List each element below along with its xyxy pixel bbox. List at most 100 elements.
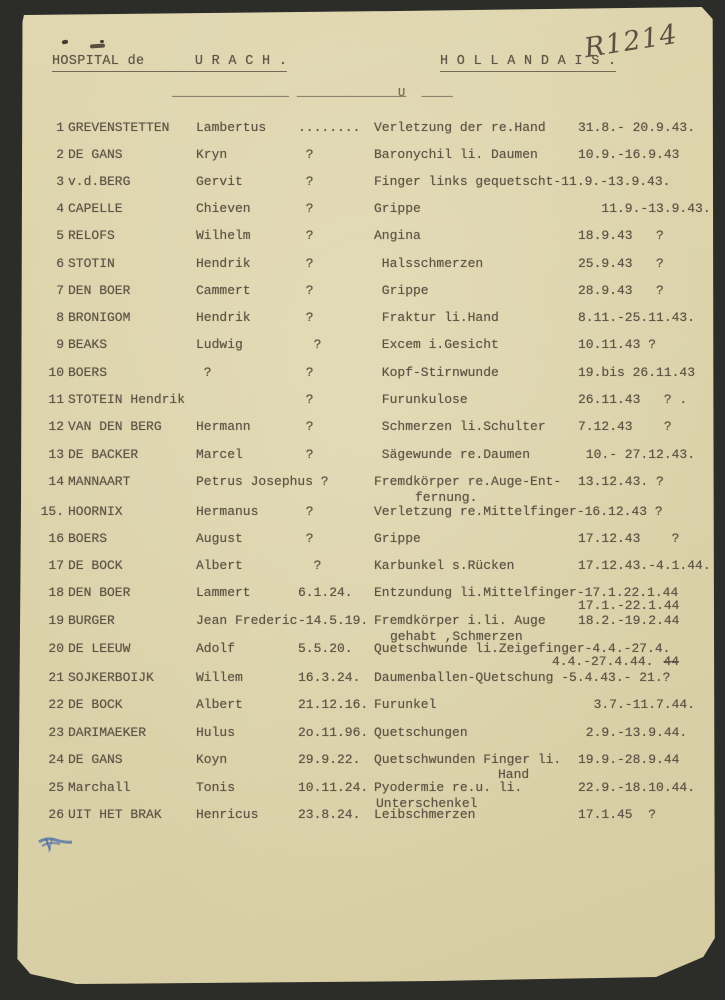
- diagnosis: Grippe: [374, 283, 429, 298]
- birthdate-or-unknown: -14.5.19.: [298, 613, 369, 628]
- first-name: Henricus: [196, 807, 259, 822]
- birthdate-or-unknown: ?: [298, 558, 322, 573]
- row-number: 9: [56, 337, 64, 352]
- table-row: 8 BRONIGOM Hendrik ? Fraktur li.Hand 8.11.-…: [40, 310, 695, 328]
- row-number: 17: [48, 558, 64, 573]
- diagnosis-continuation: gehabt ,Schmerzen: [390, 629, 523, 644]
- table-row: 14 MANNAART Petrus Josephus ? Fremdkörper r…: [40, 474, 664, 505]
- first-name: Adolf: [196, 641, 236, 656]
- dates-continuation-text: 17.1.-22.1.44: [578, 598, 680, 613]
- surname: Marchall: [68, 780, 131, 795]
- surname: CAPELLE: [68, 201, 123, 216]
- dates-continuation-text: 4.4.-27.4.44.: [552, 654, 654, 669]
- row-number: 13: [48, 447, 64, 462]
- first-name: Lammert: [196, 585, 251, 600]
- birthdate-or-unknown: ?: [298, 337, 322, 352]
- treatment-dates: 28.9.43 ?: [578, 283, 664, 298]
- treatment-dates: 10.- 27.12.43.: [578, 447, 696, 462]
- birthdate-or-unknown: ?: [298, 256, 314, 271]
- birthdate-or-unknown: 2o.11.96.: [298, 725, 369, 740]
- diagnosis: Furunkulose: [374, 392, 468, 407]
- treatment-dates: 17.12.43 ?: [578, 531, 680, 546]
- diagnosis: Quetschungen: [374, 725, 468, 740]
- diagnosis: Halsschmerzen: [374, 256, 484, 271]
- treatment-dates: 18.2.-19.2.44: [578, 613, 680, 628]
- diagnosis: Quetschwunde li.Zeigefinger-4.4.-27.4.: [374, 641, 671, 656]
- treatment-dates: 31.8.- 20.9.43.: [578, 120, 696, 135]
- diagnosis: Schmerzen li.Schulter: [374, 419, 546, 434]
- diagnosis: Finger links gequetscht-11.9.-13.9.43.: [374, 174, 671, 189]
- first-name: Albert: [196, 558, 243, 573]
- header-hospital-title: HOSPITAL de U R A C H .: [52, 54, 288, 72]
- treatment-dates: 19.bis 26.11.43: [578, 365, 696, 380]
- surname: DEN BOER: [68, 585, 131, 600]
- row-number: 7: [56, 283, 64, 298]
- row-number: 23: [48, 725, 64, 740]
- diagnosis: Excem i.Gesicht: [374, 337, 499, 352]
- first-name: ?: [196, 365, 212, 380]
- table-row: 12 VAN DEN BERG Hermann ? Schmerzen li.Sch…: [40, 419, 671, 437]
- first-name: Hendrik: [196, 256, 251, 271]
- row-number: 22: [48, 697, 64, 712]
- treatment-dates: 18.9.43 ?: [578, 228, 664, 243]
- row-number: 16: [48, 531, 64, 546]
- surname: DARIMAEKER: [68, 725, 147, 740]
- first-name: Lambertus: [196, 120, 267, 135]
- table-row: 16 BOERS August ? Grippe 17.12.43 ?: [40, 531, 679, 549]
- birthdate-or-unknown: ?: [298, 447, 314, 462]
- surname: DEN BOER: [68, 283, 131, 298]
- birthdate-or-unknown: 23.8.24.: [298, 807, 361, 822]
- struck-out-date: 44: [663, 654, 680, 669]
- birthdate-or-unknown: ?: [298, 365, 314, 380]
- diagnosis: Pyodermie re.u. li.: [374, 780, 523, 795]
- divider-line: _______________ ______________ ____: [172, 84, 453, 99]
- table-row: 19 BURGER Jean Frederic -14.5.19. Fremdkörpe…: [40, 613, 680, 644]
- diagnosis: Fremdkörper re.Auge-Ent-: [374, 474, 562, 489]
- row-number: 19: [48, 613, 64, 628]
- row-number: 18: [48, 585, 64, 600]
- surname: UIT HET BRAK: [68, 807, 162, 822]
- table-row: 25 Marchall Tonis 10.11.24. Pyodermie re.u. …: [40, 780, 696, 811]
- surname: BEAKS: [68, 337, 108, 352]
- table-row: 7 DEN BOER Cammert ? Grippe 28.9.43 ?: [40, 283, 664, 301]
- birthdate-or-unknown: 16.3.24.: [298, 670, 361, 685]
- surname: BURGER: [68, 613, 115, 628]
- treatment-dates: 13.12.43. ?: [578, 474, 664, 489]
- first-name: Hendrik: [196, 310, 251, 325]
- diagnosis: Karbunkel s.Rücken: [374, 558, 515, 573]
- row-number: 4: [56, 201, 64, 216]
- treatment-dates: 3.7.-11.7.44.: [578, 697, 696, 712]
- table-row: 23 DARIMAEKER Hulus 2o.11.96. Quetschungen 2…: [40, 725, 687, 743]
- surname: RELOFS: [68, 228, 115, 243]
- diagnosis: Verletzung re.Mittelfinger-16.12.43 ?: [374, 504, 663, 519]
- dates-continuation: 17.1.-22.1.44: [578, 598, 679, 613]
- table-row: 11 STOTEIN Hendrik ? Furunkulose 26.11.43 …: [40, 392, 687, 410]
- diagnosis: Sägewunde re.Daumen: [374, 447, 531, 462]
- diagnosis: Quetschwunden Finger li.: [374, 752, 562, 767]
- diagnosis: Furunkel: [374, 697, 437, 712]
- surname: BOERS: [68, 531, 108, 546]
- birthdate-or-unknown: ?: [298, 392, 314, 407]
- birthdate-or-unknown: 10.11.24.: [298, 780, 369, 795]
- treatment-dates: 10.11.43 ?: [578, 337, 657, 352]
- first-name: Jean Frederic: [196, 613, 298, 628]
- treatment-dates: 26.11.43 ? .: [578, 392, 688, 407]
- table-row: 22 DE BOCK Albert 21.12.16. Furunkel 3.7.-11…: [40, 697, 695, 715]
- surname: DE GANS: [68, 752, 123, 767]
- surname: STOTEIN Hendrik: [68, 392, 186, 407]
- divider-u-mark: U: [398, 86, 406, 100]
- surname: BOERS: [68, 365, 108, 380]
- row-number: 1: [56, 120, 64, 135]
- surname: HOORNIX: [68, 504, 123, 519]
- diagnosis-continuation: Hand: [498, 767, 530, 782]
- diagnosis: Daumenballen-QUetschung -5.4.43.- 21.?: [374, 670, 671, 685]
- diagnosis: Kopf-Stirnwunde: [374, 365, 499, 380]
- treatment-dates: 2.9.-13.9.44.: [578, 725, 688, 740]
- treatment-dates: 22.9.-18.10.44.: [578, 780, 696, 795]
- birthdate-or-unknown: ........: [298, 120, 361, 135]
- diagnosis-continuation: fernung.: [415, 490, 478, 505]
- blue-ink-mark: [38, 837, 73, 853]
- treatment-dates: 11.9.-13.9.43.: [578, 201, 711, 216]
- first-name: Chieven: [196, 201, 251, 216]
- table-row: 24 DE GANS Koyn 29.9.22. Quetschwunden Finge…: [40, 752, 679, 782]
